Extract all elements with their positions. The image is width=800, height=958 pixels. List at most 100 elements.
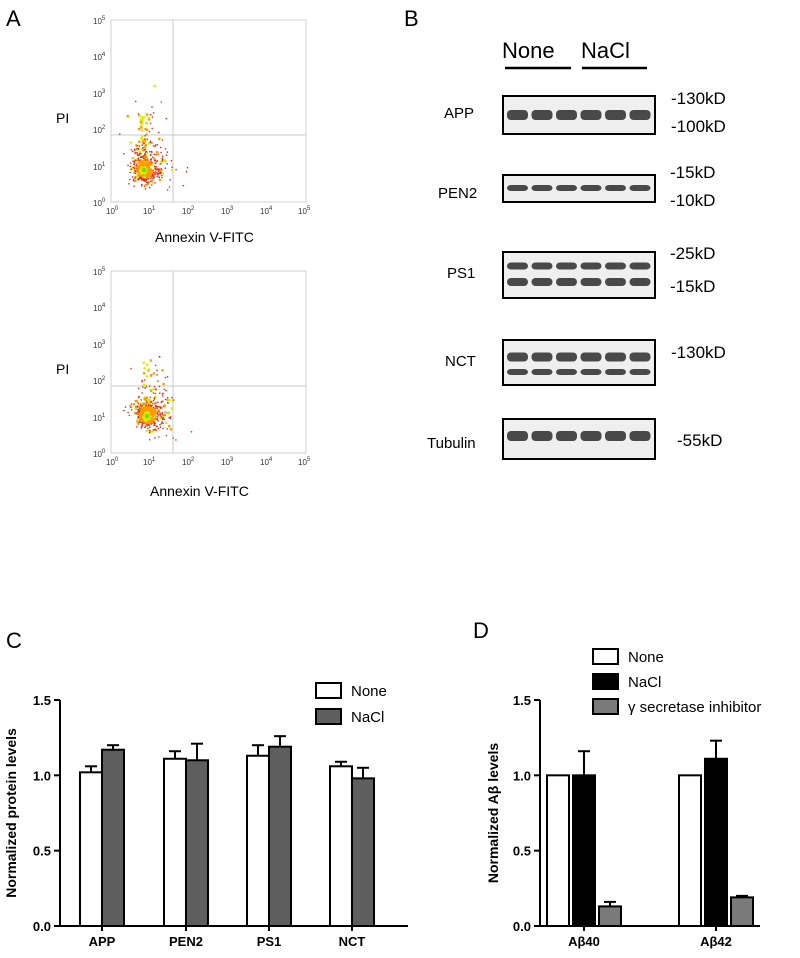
- flow-event-dot: [139, 407, 141, 410]
- flow-event-dot: [146, 402, 148, 404]
- blot-band: [507, 262, 528, 270]
- band-marker: -10kD: [670, 191, 715, 210]
- flow-event-dot: [128, 414, 131, 417]
- flow-event-dot: [154, 415, 157, 418]
- flow-event-dot: [138, 421, 141, 424]
- y-tick: 103: [93, 340, 106, 350]
- x-tick: 103: [221, 457, 234, 467]
- flow-event-dot: [134, 170, 137, 173]
- blot-band: [507, 369, 528, 375]
- blot-band: [507, 431, 528, 441]
- western-blot: None NaCl APP -130kD -100kD PEN2 -15kD -…: [427, 38, 726, 460]
- flow-event-dot: [155, 402, 157, 404]
- bar: [598, 905, 622, 927]
- flow-event-dot: [144, 384, 147, 387]
- flow-event-dot: [130, 408, 133, 411]
- flow-event-dot: [158, 356, 161, 358]
- flow-event-dot: [139, 420, 141, 422]
- blot-band: [580, 352, 602, 362]
- flow-y-label: PI: [56, 361, 69, 377]
- bar: [101, 748, 125, 927]
- flow-event-dot: [154, 173, 157, 175]
- flow-event-dot: [157, 168, 159, 171]
- blot-band: [507, 352, 528, 362]
- flow-event-dot: [134, 172, 137, 175]
- flow-event-dot: [145, 150, 148, 153]
- flow-event-dot: [157, 427, 160, 430]
- flow-event-dot: [140, 126, 143, 129]
- y-tick-label: 1.5: [33, 693, 51, 708]
- flow-event-dot: [160, 422, 163, 425]
- flow-event-dot: [151, 175, 154, 177]
- flow-event-dot: [149, 113, 152, 116]
- flow-event-dot: [139, 156, 142, 159]
- flow-event-dot: [154, 392, 157, 395]
- flow-event-dot: [171, 168, 174, 172]
- flow-event-dot: [161, 400, 163, 403]
- flow-event-dot: [157, 416, 159, 418]
- flow-event-dot: [151, 388, 155, 391]
- flow-event-dot: [150, 423, 153, 425]
- flow-event-dot: [144, 425, 147, 428]
- flow-event-dot: [148, 424, 150, 427]
- flow-event-dot: [131, 176, 134, 178]
- flow-event-dot: [145, 429, 148, 433]
- y-tick-label: 0.0: [33, 919, 51, 934]
- y-tick-label: 1.0: [33, 768, 51, 783]
- flow-event-dot: [128, 183, 130, 185]
- flow-event-dot: [140, 177, 143, 180]
- flow-event-dot: [137, 423, 140, 425]
- legend-swatch: [592, 648, 619, 665]
- flow-event-dot: [159, 423, 161, 426]
- flow-event-dot: [123, 409, 125, 412]
- bar: [246, 754, 270, 927]
- flow-event-dot: [149, 426, 151, 429]
- flow-event-dot: [149, 122, 152, 125]
- flow-event-dot: [140, 163, 144, 167]
- flow-event-dot: [148, 417, 151, 421]
- flow-event-dot: [148, 429, 151, 432]
- x-tick: 100: [106, 457, 119, 467]
- flow-event-dot: [139, 409, 143, 413]
- blot-band: [531, 352, 553, 362]
- x-tick: 103: [221, 206, 234, 216]
- flow-event-dot: [166, 411, 170, 415]
- flow-event-dot: [149, 359, 153, 362]
- flow-event-dot: [165, 117, 168, 120]
- flow-event-dot: [143, 178, 145, 180]
- y-tick-label: 0.0: [513, 919, 531, 934]
- flow-event-dot: [146, 128, 149, 132]
- flow-event-dot: [147, 166, 151, 170]
- flow-event-dot: [162, 382, 165, 386]
- bar: [268, 745, 292, 927]
- bar: [185, 759, 209, 927]
- flow-event-dot: [141, 402, 144, 405]
- flow-event-dot: [159, 146, 162, 149]
- x-tick: 101: [143, 206, 156, 216]
- flow-event-dot: [166, 151, 169, 153]
- band-label: NCT: [445, 353, 476, 370]
- legend-swatch: [315, 682, 342, 699]
- flow-event-dot: [168, 398, 171, 402]
- blot-band: [580, 278, 602, 286]
- flow-event-dot: [145, 162, 148, 166]
- legend-swatch: [592, 673, 619, 690]
- flow-event-dot: [146, 424, 148, 426]
- flow-event-dot: [155, 165, 157, 168]
- flow-event-dot: [150, 177, 152, 180]
- flow-event-dot: [134, 100, 137, 103]
- band-marker: -55kD: [677, 431, 722, 450]
- flow-event-dot: [154, 144, 157, 146]
- flow-y-ticks: 105 104 103 102 101 100: [93, 267, 106, 459]
- flow-event-dot: [138, 171, 141, 175]
- flow-event-dot: [145, 154, 149, 158]
- flow-event-dot: [145, 407, 148, 410]
- flow-event-dot: [145, 417, 149, 421]
- legend-label: NaCl: [628, 674, 661, 691]
- flow-event-dot: [153, 171, 155, 174]
- flow-event-dot: [153, 84, 156, 88]
- flow-event-dot: [129, 141, 133, 144]
- flow-event-dot: [161, 176, 163, 179]
- flow-event-dot: [153, 175, 155, 178]
- flow-event-dot: [135, 426, 138, 428]
